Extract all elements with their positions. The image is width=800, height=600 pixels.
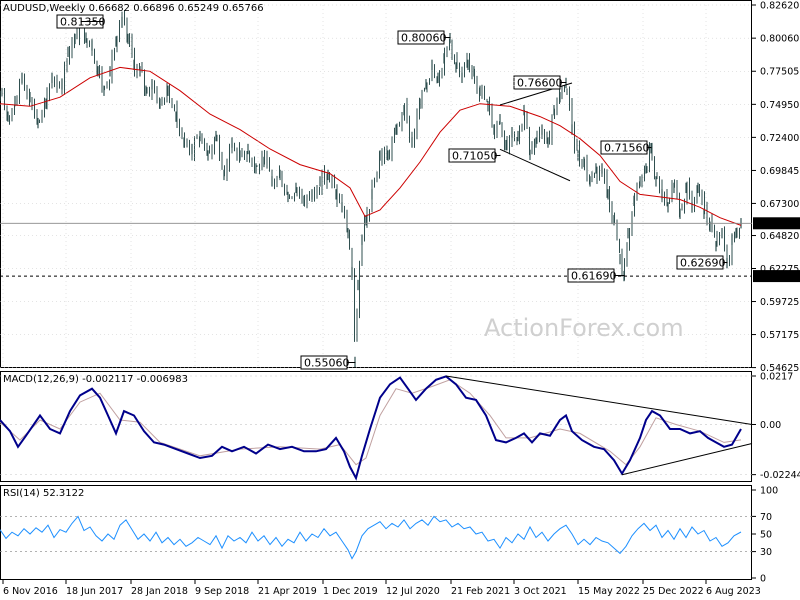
annotation-leader (347, 361, 356, 363)
x-tick-label: 1 Dec 2019 (323, 586, 378, 597)
price-tick-label: 0.59725 (760, 297, 799, 308)
channel-line (499, 148, 571, 182)
x-tick-label: 28 Jan 2018 (131, 586, 188, 597)
rsi-pane-frame (0, 485, 752, 580)
x-tick-label: 18 Jun 2017 (66, 586, 123, 597)
watermark: ActionForex.com (484, 314, 684, 342)
price-pane-frame (0, 0, 752, 368)
x-tick-label: 12 Jul 2020 (386, 586, 440, 597)
macd-trendlines (445, 375, 753, 476)
annotation-label: 0.61690 (571, 270, 617, 283)
annotation-leader (647, 147, 652, 149)
price-tick-label: 0.74950 (760, 100, 799, 111)
annotation-leader (614, 275, 625, 277)
rsi-tick-label: 30 (760, 547, 772, 558)
rsi-y-axis: 100 70 50 30 0 (752, 486, 778, 585)
annotation-label: 0.71560 (604, 142, 650, 155)
price-tick-label: 0.64820 (760, 231, 799, 242)
x-tick-label: 25 Dec 2022 (643, 586, 704, 597)
annotation-label: 0.55060 (304, 357, 350, 370)
x-tick-label: 3 Oct 2021 (514, 586, 567, 597)
x-tick-label: 21 Apr 2019 (258, 586, 317, 597)
price-tick-label: 0.77505 (760, 67, 799, 78)
support-price-tag-bg (753, 270, 800, 283)
support-price-tag: 0.61690 (758, 272, 797, 283)
rsi-tick-label: 100 (760, 486, 778, 497)
macd-pane-title: MACD(12,26,9) -0.002117 -0.006983 (3, 374, 188, 385)
annotation-leader (723, 262, 728, 264)
x-tick-label: 15 May 2022 (578, 586, 640, 597)
annotation-label: 0.71050 (452, 150, 498, 163)
price-tick-label: 0.72400 (760, 133, 799, 144)
annotation-leader (495, 154, 501, 156)
rsi-tick-label: 0 (760, 574, 766, 585)
price-tick-label: 0.80060 (760, 34, 799, 45)
annotation-label: 0.76600 (517, 77, 563, 90)
rsi-gridlines (0, 516, 752, 552)
macd-line (0, 375, 742, 481)
macd-y-axis: 0.0217 0.00 -0.022445 (752, 372, 800, 481)
x-axis: 6 Nov 2016 18 Jun 2017 28 Jan 2018 9 Sep 20… (2, 5, 761, 597)
price-y-axis: 0.82620 0.80060 0.77505 0.74950 0.72400 0.698… (752, 1, 800, 374)
macd-trendline (445, 375, 753, 425)
rsi-tick-label: 70 (760, 512, 772, 523)
annotation-label: 0.80060 (401, 32, 447, 45)
macd-tick-label: -0.022445 (760, 470, 800, 481)
price-tick-label: 0.54625 (760, 363, 799, 374)
price-tick-label: 0.69845 (760, 166, 799, 177)
rsi-pane-title: RSI(14) 52.3122 (3, 488, 85, 499)
price-candles (0, 10, 742, 368)
rsi-line (0, 515, 742, 560)
annotation-label: 0.62690 (680, 257, 726, 270)
moving-average-line (0, 66, 742, 226)
macd-pane-frame (0, 371, 752, 482)
price-tick-label: 0.57175 (760, 330, 799, 341)
macd-trendline (621, 442, 753, 476)
x-tick-label: 6 Aug 2023 (706, 586, 761, 597)
current-price-tag: 0.65766 (758, 219, 797, 230)
x-tick-label: 9 Sep 2018 (195, 586, 249, 597)
macd-tick-label: 0.0217 (760, 372, 793, 383)
x-tick-label: 6 Nov 2016 (3, 586, 58, 597)
price-tick-label: 0.67300 (760, 199, 799, 210)
current-price-tag-bg (753, 217, 800, 230)
macd-tick-label: 0.00 (760, 420, 781, 431)
price-gridlines (0, 4, 752, 368)
annotation-leader (444, 37, 451, 39)
price-tick-label: 0.82620 (760, 1, 799, 12)
price-tick-label: 0.62275 (760, 264, 799, 275)
macd-gridlines (0, 375, 752, 475)
rsi-tick-label: 50 (760, 530, 772, 541)
price-annotations: 0.813500.800600.766000.715600.710500.626… (56, 14, 728, 370)
price-pane-title: AUDUSD,Weekly 0.66682 0.66896 0.65249 0.… (3, 3, 264, 14)
x-tick-label: 21 Feb 2021 (451, 586, 510, 597)
price-trendlines (499, 82, 573, 182)
